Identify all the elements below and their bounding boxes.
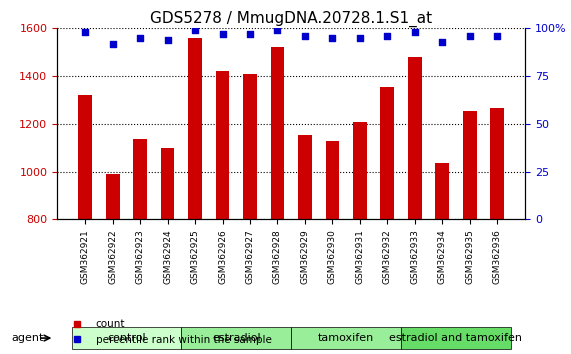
Bar [78, 95, 92, 219]
Point [135, 35, 144, 41]
Bar [380, 87, 394, 219]
Bar [188, 38, 202, 219]
Point [465, 33, 475, 39]
Point [328, 35, 337, 41]
Bar [463, 111, 477, 219]
Bar [353, 121, 367, 219]
Point [191, 27, 200, 33]
Point [108, 41, 117, 46]
Text: agent: agent [11, 333, 43, 343]
FancyBboxPatch shape [71, 327, 182, 349]
Bar [325, 141, 339, 219]
Point [410, 29, 419, 35]
Title: GDS5278 / MmugDNA.20728.1.S1_at: GDS5278 / MmugDNA.20728.1.S1_at [150, 11, 432, 27]
Bar [271, 47, 284, 219]
Bar [216, 72, 230, 219]
Point [163, 37, 172, 42]
FancyBboxPatch shape [291, 327, 401, 349]
Bar [435, 163, 449, 219]
Point [246, 31, 255, 37]
Point [493, 33, 502, 39]
FancyBboxPatch shape [182, 327, 291, 349]
Bar [490, 108, 504, 219]
Bar [408, 57, 421, 219]
Point [81, 29, 90, 35]
Point [300, 33, 309, 39]
Text: tamoxifen: tamoxifen [318, 333, 374, 343]
Point [273, 27, 282, 33]
Point [355, 35, 364, 41]
Bar [243, 74, 257, 219]
Point [383, 33, 392, 39]
FancyBboxPatch shape [401, 327, 511, 349]
Text: estradiol and tamoxifen: estradiol and tamoxifen [389, 333, 522, 343]
Bar [106, 174, 119, 219]
Point [438, 39, 447, 45]
Point [218, 31, 227, 37]
Bar [161, 148, 175, 219]
Legend: count, percentile rank within the sample: count, percentile rank within the sample [62, 315, 276, 349]
Text: control: control [107, 333, 146, 343]
Text: estradiol: estradiol [212, 333, 260, 343]
Bar [133, 139, 147, 219]
Bar [298, 135, 312, 219]
